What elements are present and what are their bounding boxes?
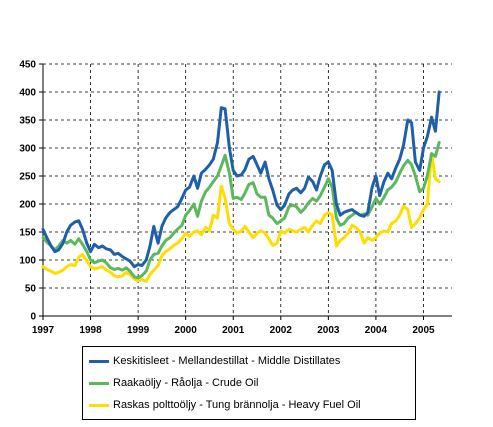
y-tick-label: 400 [19, 88, 36, 99]
legend-label-middle-distillates: Keskitisleet - Mellandestillat - Middle … [113, 355, 341, 367]
legend-label-heavy-fuel-oil: Raskas polttoöljy - Tung brännolja - Hea… [113, 399, 361, 411]
x-tick-label: 2003 [317, 325, 340, 336]
x-tick-label: 1997 [32, 325, 55, 336]
x-tick-label: 2001 [222, 325, 245, 336]
tick-labels: 0 50 100 150 200 250 300 350 400 450 1997 1998 1999 2… [19, 60, 435, 337]
y-tick-label: 150 [19, 228, 36, 239]
legend-label-crude-oil: Raakaöljy - Råolja - Crude Oil [113, 377, 259, 389]
axes [39, 63, 452, 320]
legend-swatch-heavy-fuel-oil [89, 403, 109, 407]
y-tick-label: 300 [19, 144, 36, 155]
x-tick-label: 2005 [412, 325, 435, 336]
x-tick-label: 1998 [79, 325, 102, 336]
y-tick-label: 100 [19, 256, 36, 267]
y-tick-label: 50 [25, 284, 37, 295]
y-tick-label: 0 [30, 312, 36, 323]
x-tick-label: 2002 [270, 325, 293, 336]
legend: Keskitisleet - Mellandestillat - Middle … [82, 346, 416, 420]
x-tick-label: 1999 [127, 325, 150, 336]
legend-swatch-crude-oil [89, 381, 109, 385]
legend-item-middle-distillates: Keskitisleet - Mellandestillat - Middle … [89, 351, 340, 371]
y-tick-label: 200 [19, 200, 36, 211]
legend-item-crude-oil: Raakaöljy - Råolja - Crude Oil [89, 373, 259, 393]
series-line-middle-distillates [41, 90, 441, 269]
x-tick-label: 2004 [365, 325, 388, 336]
series-group [41, 90, 441, 283]
y-tick-label: 250 [19, 172, 36, 183]
line-chart: 0 50 100 150 200 250 300 350 400 450 1997 1998 1999 2… [19, 60, 452, 337]
y-tick-label: 350 [19, 116, 36, 127]
y-tick-label: 450 [19, 60, 36, 71]
series-line-heavy-fuel-oil [41, 152, 441, 283]
x-tick-label: 2000 [175, 325, 198, 336]
legend-item-heavy-fuel-oil: Raskas polttoöljy - Tung brännolja - Hea… [89, 395, 361, 415]
legend-swatch-middle-distillates [89, 359, 109, 363]
series-line-crude-oil [41, 140, 441, 280]
